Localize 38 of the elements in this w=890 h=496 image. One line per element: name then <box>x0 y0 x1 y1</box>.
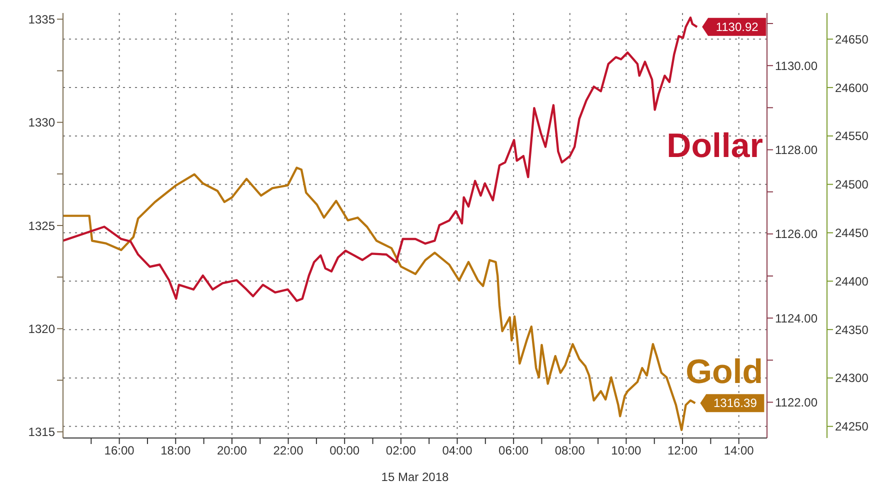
x-tick-label: 18:00 <box>160 444 191 458</box>
y2-tick-label: 1128.00 <box>775 143 818 158</box>
value-tag: 1130.92 <box>702 18 766 36</box>
series-label: Dollar <box>666 126 763 165</box>
y2-tick-label: 1122.00 <box>775 395 818 410</box>
x-tick-label: 22:00 <box>273 444 304 458</box>
y2-tick-label: 1124.00 <box>775 311 818 326</box>
data-label: 1130.92 <box>716 20 759 34</box>
y3-tick-label: 24350 <box>835 322 869 337</box>
y-tick-label: 1320 <box>28 322 56 336</box>
y3-tick-label: 24450 <box>835 226 869 240</box>
x-tick-label: 00:00 <box>330 444 360 458</box>
y3-tick-label: 24650 <box>835 32 869 46</box>
x-tick-label: 16:00 <box>104 444 135 458</box>
x-tick-label: 06:00 <box>498 444 529 458</box>
x-tick-label: 14:00 <box>724 444 754 458</box>
value-tag: 1316.39 <box>700 394 764 412</box>
x-tick-label: 08:00 <box>554 444 586 458</box>
y-tick-label: 1315 <box>28 425 56 440</box>
y3-tick-label: 24600 <box>835 80 869 95</box>
y-tick-label: 1330 <box>28 116 56 130</box>
y3-tick-label: 24400 <box>835 274 869 288</box>
x-tick-label: 10:00 <box>611 444 642 458</box>
x-tick-label: 12:00 <box>668 444 698 458</box>
y2-tick-label: 1130.00 <box>775 58 818 73</box>
y-tick-label: 1325 <box>28 218 56 233</box>
x-tick-label: 02:00 <box>386 444 416 458</box>
y3-tick-label: 24300 <box>835 371 869 386</box>
y2-tick-label: 1126.00 <box>775 227 818 242</box>
y3-tick-label: 24250 <box>835 420 869 434</box>
x-tick-label: 04:00 <box>442 444 473 458</box>
y-tick-label: 1335 <box>28 12 56 26</box>
series-label: Gold <box>686 353 763 392</box>
data-label: 1316.39 <box>713 396 758 410</box>
x-tick-label: 20:00 <box>216 444 248 458</box>
y3-tick-label: 24550 <box>835 129 869 144</box>
x-axis-title: 15 Mar 2018 <box>381 470 450 484</box>
y3-tick-label: 24500 <box>835 178 869 192</box>
